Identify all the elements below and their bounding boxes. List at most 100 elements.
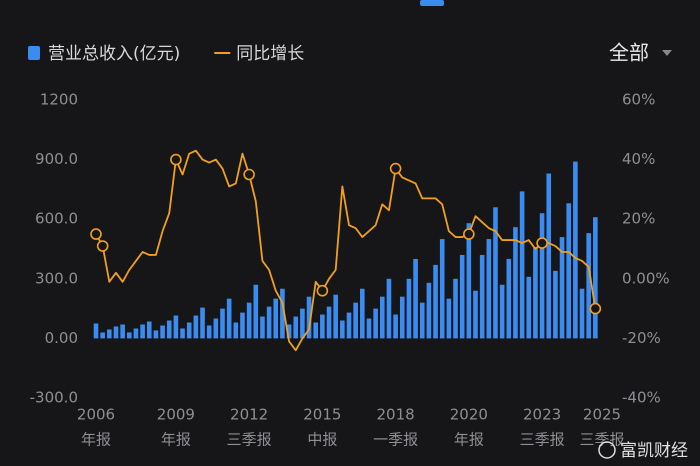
filter-label[interactable]: 全部 bbox=[609, 41, 649, 65]
bar bbox=[506, 258, 512, 339]
x-tick-year: 2025 bbox=[583, 406, 621, 424]
bar bbox=[586, 233, 591, 339]
bar bbox=[426, 282, 432, 339]
bar bbox=[226, 298, 232, 339]
bar bbox=[553, 270, 558, 339]
x-tick-period: 中报 bbox=[307, 431, 337, 449]
bar bbox=[499, 284, 505, 339]
bar bbox=[153, 330, 159, 339]
x-tick-year: 2012 bbox=[230, 406, 268, 424]
line-marker bbox=[536, 237, 548, 249]
bar bbox=[133, 328, 139, 339]
bar bbox=[546, 173, 552, 339]
y2-tick-label: -20% bbox=[622, 329, 661, 347]
bar bbox=[100, 332, 105, 339]
x-tick-period: 年报 bbox=[161, 431, 191, 449]
y-tick-label: 0.00 bbox=[45, 329, 78, 347]
bar bbox=[260, 316, 265, 339]
x-tick-period: 年报 bbox=[81, 431, 111, 449]
bar bbox=[406, 278, 412, 339]
bar bbox=[526, 276, 532, 339]
bar bbox=[340, 320, 345, 339]
bar bbox=[186, 322, 192, 339]
bar bbox=[559, 237, 565, 339]
y-tick-label: 900.0 bbox=[35, 150, 78, 168]
x-tick-year: 2018 bbox=[377, 406, 415, 424]
y2-tick-label: -40% bbox=[622, 389, 661, 407]
x-tick-year: 2006 bbox=[77, 406, 115, 424]
x-tick-year: 2009 bbox=[157, 406, 195, 424]
bar bbox=[246, 302, 252, 339]
line bbox=[95, 149, 597, 352]
y-tick-label: 1200 bbox=[40, 91, 78, 109]
bar bbox=[286, 324, 292, 339]
x-tick-year: 2015 bbox=[303, 406, 341, 424]
bar bbox=[206, 325, 212, 339]
watermark: 富凯财经 bbox=[598, 441, 688, 461]
bar bbox=[566, 203, 572, 339]
bar bbox=[173, 315, 179, 339]
y2-tick-label: 40% bbox=[622, 150, 655, 168]
bar bbox=[346, 312, 352, 339]
line-marker bbox=[316, 284, 329, 297]
bar bbox=[333, 294, 338, 339]
dropdown-arrow[interactable] bbox=[662, 50, 672, 56]
bar bbox=[593, 217, 598, 339]
bar bbox=[466, 223, 472, 339]
bar bbox=[313, 322, 319, 339]
bar bbox=[93, 323, 99, 339]
bar bbox=[539, 213, 545, 339]
bar bbox=[366, 318, 372, 339]
bar bbox=[579, 288, 585, 339]
x-tick-year: 2020 bbox=[450, 406, 488, 424]
bar bbox=[113, 326, 119, 339]
bar bbox=[533, 247, 538, 339]
bar bbox=[213, 318, 219, 339]
bar bbox=[166, 320, 172, 339]
x-tick-period: 三季报 bbox=[579, 431, 624, 449]
x-tick-period: 年报 bbox=[454, 431, 484, 449]
bar bbox=[373, 308, 378, 339]
watermark-icon bbox=[598, 441, 616, 459]
bar bbox=[253, 284, 259, 339]
line-marker bbox=[90, 228, 102, 240]
bar bbox=[413, 258, 418, 339]
legend-swatch bbox=[28, 46, 40, 60]
line-marker bbox=[243, 168, 255, 181]
bar bbox=[433, 264, 438, 339]
bar bbox=[293, 316, 299, 339]
bar bbox=[479, 254, 485, 339]
bar bbox=[273, 298, 279, 339]
y2-tick-label: 60% bbox=[622, 91, 655, 109]
watermark-text: 富凯财经 bbox=[620, 441, 688, 461]
bar bbox=[193, 315, 199, 339]
bar bbox=[300, 308, 305, 339]
y2-tick-label: 0.00% bbox=[622, 269, 670, 287]
bar bbox=[446, 298, 452, 339]
bar bbox=[360, 288, 365, 339]
bar bbox=[233, 322, 239, 339]
bar bbox=[486, 239, 492, 339]
bar bbox=[379, 296, 385, 339]
bar bbox=[107, 329, 112, 339]
filter-dropdown[interactable]: 全部 bbox=[609, 41, 672, 65]
bar bbox=[326, 306, 332, 339]
bar bbox=[399, 296, 405, 339]
bar bbox=[459, 254, 465, 339]
bar bbox=[180, 328, 185, 339]
bar bbox=[419, 302, 425, 339]
bar bbox=[200, 307, 205, 339]
line-marker bbox=[170, 153, 182, 166]
bar bbox=[220, 308, 225, 339]
bar bbox=[573, 161, 578, 339]
bar bbox=[519, 191, 525, 339]
bar bbox=[160, 325, 165, 339]
bar bbox=[453, 278, 458, 339]
x-tick-period: 一季报 bbox=[373, 431, 418, 449]
bar bbox=[513, 227, 518, 339]
bar bbox=[386, 278, 392, 339]
line-marker bbox=[96, 240, 109, 252]
bar bbox=[353, 302, 358, 339]
